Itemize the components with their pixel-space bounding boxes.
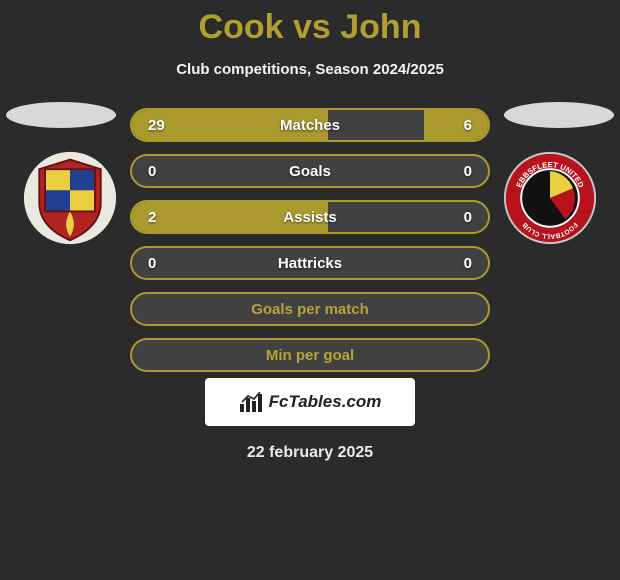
stat-row-min-per-goal: Min per goal (130, 338, 490, 372)
stat-value-right: 0 (464, 209, 472, 226)
team-badge-left (22, 150, 118, 246)
stat-label: Min per goal (266, 347, 354, 364)
comparison-card: Cook vs John Club competitions, Season 2… (0, 0, 620, 580)
stats-rows: 29 Matches 6 0 Goals 0 2 Assists 0 (130, 108, 490, 372)
stat-value-left: 0 (148, 255, 156, 272)
stat-label: Hattricks (278, 255, 342, 272)
stat-row-hattricks: 0 Hattricks 0 (130, 246, 490, 280)
stat-row-matches: 29 Matches 6 (130, 108, 490, 142)
subtitle: Club competitions, Season 2024/2025 (0, 61, 620, 78)
stat-row-assists: 2 Assists 0 (130, 200, 490, 234)
stat-label: Matches (280, 117, 340, 134)
avatar-left (6, 102, 116, 128)
stat-label: Assists (283, 209, 336, 226)
date-label: 22 february 2025 (0, 444, 620, 462)
shield-crest-icon (22, 150, 118, 246)
stat-fill-right (424, 110, 488, 140)
stat-label: Goals (289, 163, 331, 180)
stat-value-left: 2 (148, 209, 156, 226)
stat-value-right: 6 (464, 117, 472, 134)
stat-value-right: 0 (464, 255, 472, 272)
brand-label: FcTables.com (269, 392, 382, 412)
page-title: Cook vs John (0, 8, 620, 47)
stat-row-goals-per-match: Goals per match (130, 292, 490, 326)
stat-row-goals: 0 Goals 0 (130, 154, 490, 188)
stat-label: Goals per match (251, 301, 369, 318)
stat-value-left: 0 (148, 163, 156, 180)
stats-area: EBBSFLEET UNITED FOOTBALL CLUB 29 Matche… (0, 102, 620, 366)
team-badge-right: EBBSFLEET UNITED FOOTBALL CLUB (502, 150, 598, 246)
circle-crest-icon: EBBSFLEET UNITED FOOTBALL CLUB (502, 150, 598, 246)
stat-value-right: 0 (464, 163, 472, 180)
avatar-right (504, 102, 614, 128)
bar-chart-icon (239, 392, 263, 412)
brand-link[interactable]: FcTables.com (205, 378, 415, 426)
stat-value-left: 29 (148, 117, 165, 134)
